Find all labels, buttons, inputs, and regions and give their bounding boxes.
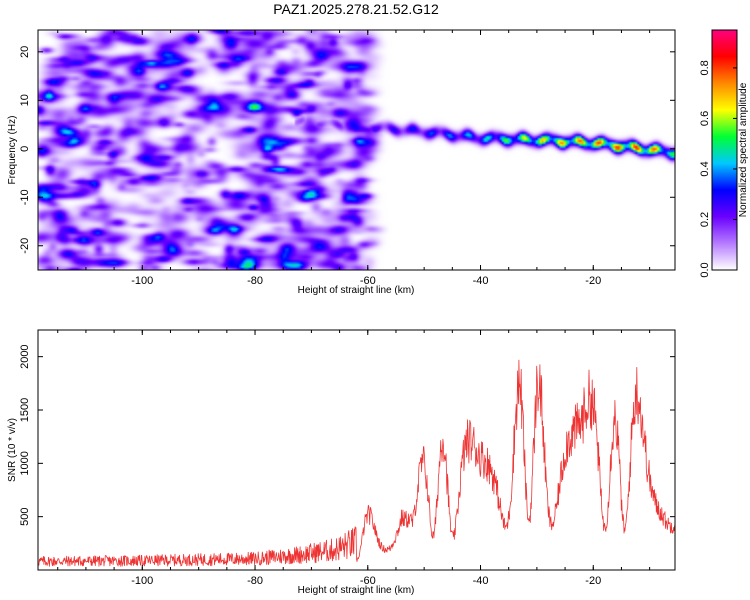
x-tick-label: -40 (473, 575, 489, 587)
y-tick-label: 0 (19, 146, 31, 152)
spectrogram-frame (37, 29, 676, 271)
snr-panel: -100 -80 -60 -40 -20 500 1000 1500 2000 Height o… (7, 329, 676, 596)
colorbar-tick-label: 0.2 (699, 212, 711, 227)
snr-y-axis-label: SNR (10 * v/v) (7, 418, 18, 482)
snr-frame (37, 329, 676, 571)
snr-background (38, 330, 675, 570)
colorbar-tick-label: 0.8 (699, 60, 711, 75)
y-tick-label: 20 (19, 46, 31, 58)
x-tick-label: -20 (585, 575, 601, 587)
y-tick-label: 500 (19, 507, 31, 525)
x-tick-label: -20 (585, 275, 601, 287)
colorbar: 0.0 0.2 0.4 0.6 0.8 Normalized spectral ampl… (699, 29, 749, 278)
colorbar-tick-label: 0.6 (699, 111, 711, 126)
colorbar-gradient (711, 29, 738, 271)
colorbar-tick-label: 0.4 (699, 161, 711, 176)
colorbar-label: Normalized spectral amplitude (738, 82, 749, 217)
spectrogram-x-axis-label: Height of straight line (km) (298, 285, 415, 296)
x-tick-label: -80 (247, 275, 263, 287)
colorbar-ticks: 0.0 0.2 0.4 0.6 0.8 (699, 60, 737, 278)
x-tick-label: -80 (247, 575, 263, 587)
snr-line (38, 359, 675, 567)
figure-title: PAZ1.2025.278.21.52.G12 (273, 1, 439, 17)
y-tick-label: 1000 (19, 451, 31, 475)
x-tick-label: -60 (360, 575, 376, 587)
y-tick-label: 10 (19, 94, 31, 106)
x-tick-label: -100 (131, 275, 153, 287)
spectrogram-y-axis-label: Frequency (Hz) (7, 116, 18, 185)
y-tick-label: -20 (19, 238, 31, 254)
y-tick-label: 2000 (19, 344, 31, 368)
x-tick-label: -60 (360, 275, 376, 287)
y-tick-label: 1500 (19, 398, 31, 422)
x-tick-label: -100 (131, 575, 153, 587)
x-tick-label: -40 (473, 275, 489, 287)
snr-x-axis-label: Height of straight line (km) (298, 585, 415, 596)
y-tick-label: -10 (19, 189, 31, 205)
snr-ticks: -100 -80 -60 -40 -20 500 1000 1500 2000 (19, 330, 675, 587)
spectrogram-image (38, 30, 675, 270)
colorbar-tick-label: 0.0 (699, 262, 711, 277)
